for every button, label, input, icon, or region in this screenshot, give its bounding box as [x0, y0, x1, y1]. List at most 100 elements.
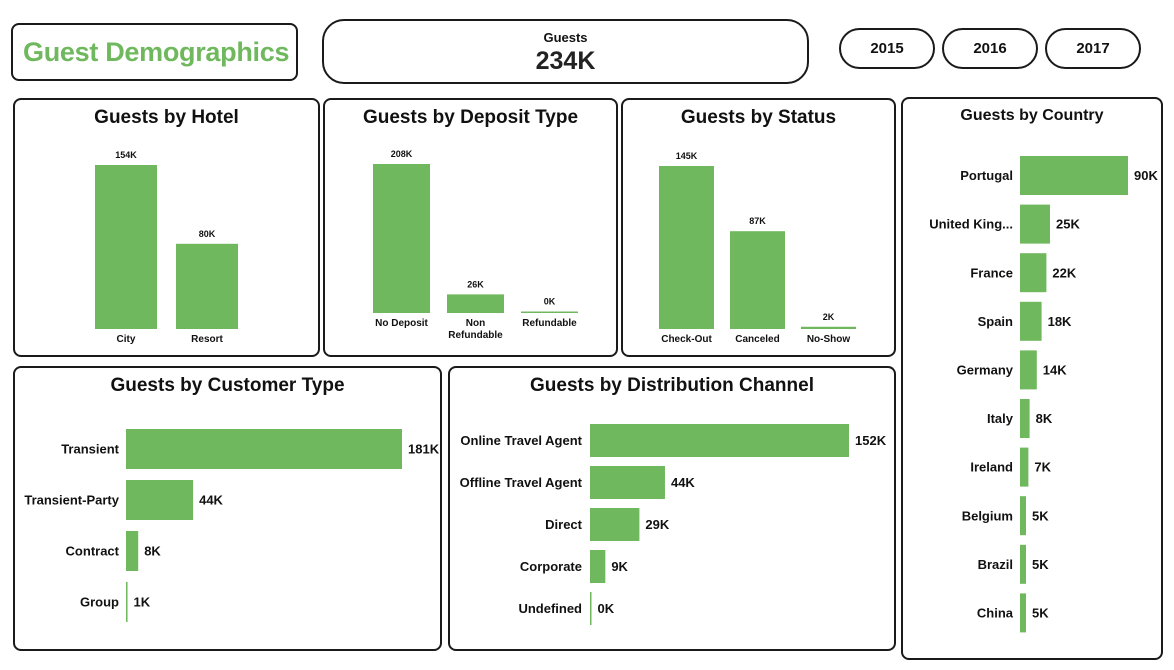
category-label-country-brazil: Brazil — [978, 557, 1013, 572]
bar-deposit-refundable — [521, 311, 578, 313]
data-label-deposit-refundable: 0K — [544, 297, 556, 307]
page-title: Guest Demographics — [23, 36, 290, 67]
chart-customer: Transient 181K Transient-Party 44K Contract 8… — [24, 429, 440, 622]
category-label-customer-transient-party: Transient-Party — [24, 493, 119, 508]
chart-card-customer: Guests by Customer Type Transient 181K Tra… — [13, 366, 442, 651]
data-label-channel-undefined: 0K — [598, 601, 615, 616]
chart-channel: Online Travel Agent 152K Offline Travel Ag… — [460, 424, 887, 625]
chart-title-deposit: Guests by Deposit Type — [362, 107, 579, 128]
data-label-customer-transient-party: 44K — [199, 493, 223, 508]
data-label-country-germany: 14K — [1043, 362, 1067, 377]
data-label-deposit-no-deposit: 208K — [391, 149, 413, 159]
category-label-status-no-show: No-Show — [807, 334, 851, 345]
data-label-hotel-city: 154K — [115, 150, 137, 160]
kpi-value: 234K — [535, 46, 596, 75]
data-label-customer-group: 1K — [134, 595, 151, 610]
bar-channel-undefined — [590, 592, 592, 625]
category-label-channel-offline-travel-agent: Offline Travel Agent — [460, 475, 583, 490]
category-label-deposit-non-refundable-1: Refundable — [448, 330, 503, 341]
bar-customer-group — [126, 582, 128, 622]
bar-channel-online-travel-agent — [590, 424, 849, 457]
chart-title-channel: Guests by Distribution Channel — [530, 375, 814, 396]
category-label-channel-corporate: Corporate — [520, 559, 582, 574]
bar-status-check-out — [659, 166, 714, 329]
bar-country-ireland — [1020, 447, 1029, 487]
category-label-hotel-city: City — [117, 334, 136, 345]
category-label-customer-group: Group — [80, 595, 119, 610]
category-label-country-france: France — [970, 265, 1013, 280]
year-filter-2016[interactable]: 2016 — [942, 28, 1038, 69]
category-label-deposit-no-deposit: No Deposit — [375, 318, 428, 329]
category-label-country-spain: Spain — [978, 314, 1013, 329]
category-label-deposit-non-refundable-0: Non — [466, 318, 485, 329]
category-label-country-germany: Germany — [957, 362, 1014, 377]
category-label-customer-transient: Transient — [61, 442, 119, 457]
data-label-country-china: 5K — [1032, 605, 1049, 620]
category-label-channel-direct: Direct — [545, 517, 583, 532]
chart-title-hotel: Guests by Hotel — [94, 107, 239, 128]
data-label-customer-transient: 181K — [408, 442, 440, 457]
data-label-customer-contract: 8K — [144, 544, 161, 559]
year-filter-2017[interactable]: 2017 — [1045, 28, 1141, 69]
bar-hotel-resort — [176, 243, 238, 329]
bar-country-portugal — [1020, 156, 1128, 195]
bar-customer-transient — [126, 429, 402, 469]
chart-card-status: Guests by Status 145K Check-Out 87K Cancele… — [621, 98, 896, 357]
bar-channel-direct — [590, 508, 640, 541]
data-label-country-portugal: 90K — [1134, 168, 1158, 183]
data-label-country-belgium: 5K — [1032, 508, 1049, 523]
chart-country: Portugal 90K United King... 25K France 22K Spa… — [929, 156, 1158, 633]
dashboard-title-box: Guest Demographics — [11, 23, 298, 81]
data-label-status-canceled: 87K — [749, 216, 766, 226]
bar-deposit-no-deposit — [373, 164, 430, 313]
bar-country-united-king — [1020, 204, 1050, 244]
bar-country-germany — [1020, 350, 1037, 390]
bar-country-france — [1020, 253, 1047, 293]
chart-card-country: Guests by Country Portugal 90K United King… — [901, 97, 1163, 660]
bar-customer-transient-party — [126, 480, 194, 520]
guests-kpi-card: Guests 234K — [322, 19, 809, 84]
category-label-channel-undefined: Undefined — [518, 601, 582, 616]
chart-card-deposit: Guests by Deposit Type 208K No Deposit 26K… — [323, 98, 618, 357]
category-label-status-canceled: Canceled — [735, 334, 779, 345]
data-label-country-spain: 18K — [1048, 314, 1072, 329]
chart-title-customer: Guests by Customer Type — [110, 375, 345, 396]
data-label-status-no-show: 2K — [823, 312, 835, 322]
category-label-deposit-refundable: Refundable — [522, 318, 577, 329]
data-label-country-france: 22K — [1052, 265, 1076, 280]
chart-card-channel: Guests by Distribution Channel Online Tr… — [448, 366, 896, 651]
data-label-country-brazil: 5K — [1032, 557, 1049, 572]
data-label-country-united-king: 25K — [1056, 217, 1080, 232]
data-label-deposit-non-refundable: 26K — [467, 279, 484, 289]
data-label-channel-direct: 29K — [645, 517, 669, 532]
bar-status-no-show — [801, 326, 856, 329]
bar-country-brazil — [1020, 544, 1026, 584]
year-filter-2015[interactable]: 2015 — [839, 28, 935, 69]
bar-country-italy — [1020, 399, 1030, 438]
category-label-status-check-out: Check-Out — [661, 334, 712, 345]
bar-customer-contract — [126, 531, 139, 571]
bar-status-canceled — [730, 231, 785, 329]
bar-country-china — [1020, 593, 1026, 633]
data-label-channel-offline-travel-agent: 44K — [671, 475, 695, 490]
chart-title-country: Guests by Country — [960, 107, 1104, 124]
chart-hotel: 154K City 80K Resort — [95, 150, 238, 345]
category-label-customer-contract: Contract — [66, 544, 120, 559]
data-label-channel-corporate: 9K — [611, 559, 628, 574]
data-label-country-italy: 8K — [1036, 411, 1053, 426]
bar-country-spain — [1020, 301, 1042, 341]
bar-channel-corporate — [590, 550, 606, 583]
category-label-country-ireland: Ireland — [970, 460, 1013, 475]
category-label-country-italy: Italy — [987, 411, 1014, 426]
bar-country-belgium — [1020, 496, 1026, 536]
category-label-channel-online-travel-agent: Online Travel Agent — [460, 433, 582, 448]
data-label-channel-online-travel-agent: 152K — [855, 433, 887, 448]
chart-card-hotel: Guests by Hotel 154K City 80K Resort — [13, 98, 320, 357]
data-label-status-check-out: 145K — [676, 151, 698, 161]
category-label-country-belgium: Belgium — [962, 508, 1013, 523]
category-label-country-china: China — [977, 605, 1014, 620]
data-label-hotel-resort: 80K — [199, 229, 216, 239]
data-label-country-ireland: 7K — [1034, 460, 1051, 475]
bar-channel-offline-travel-agent — [590, 466, 665, 499]
